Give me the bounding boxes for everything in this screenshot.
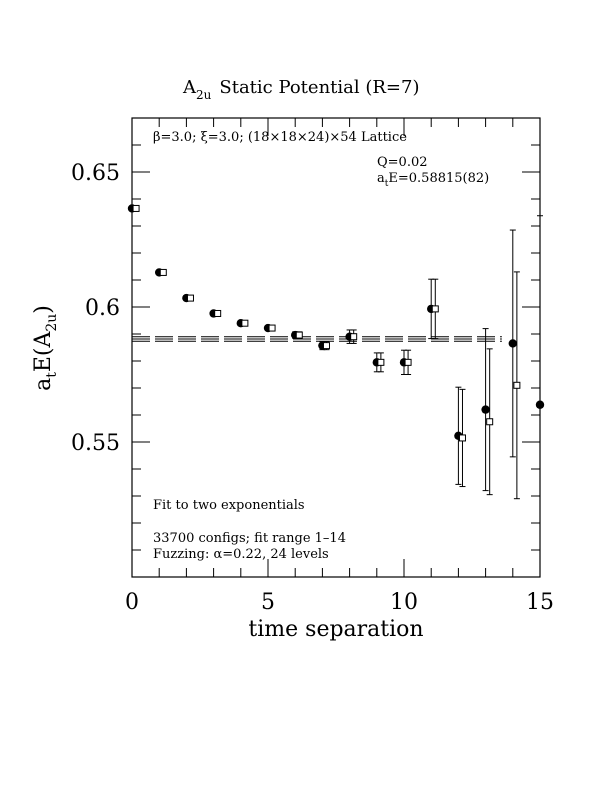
y-axis-title: atE(A2u)	[31, 305, 60, 391]
data-point-square	[295, 331, 303, 339]
data-point-square	[322, 342, 330, 350]
data-point-circle	[535, 400, 545, 409]
data-point-square	[241, 319, 249, 327]
x-tick-label: 5	[261, 590, 275, 615]
q-annotation: Q=0.02	[377, 155, 428, 170]
fuzzing-annotation: Fuzzing: α=0.22, 24 levels	[153, 547, 329, 562]
x-tick-label: 15	[526, 590, 554, 615]
y-tick-label: 0.65	[71, 161, 120, 186]
data-point-circle	[481, 405, 490, 414]
lattice-annotation: β=3.0; ξ=3.0; (18×18×24)×54 Lattice	[153, 130, 407, 145]
data-point-circle	[508, 339, 517, 348]
data-point-square	[486, 418, 494, 426]
data-point-square	[132, 204, 140, 212]
configs-annotation: 33700 configs; fit range 1–14	[153, 531, 346, 546]
data-point-square	[159, 268, 167, 276]
data-point-square	[513, 381, 521, 389]
data-point-square	[268, 324, 276, 332]
fit-value-annotation: atE=0.58815(82)	[377, 171, 489, 189]
data-point-square	[458, 434, 466, 442]
chart-title: A2u Static Potential (R=7)	[182, 77, 420, 102]
axis-ticks	[131, 117, 541, 578]
y-tick-label: 0.6	[85, 296, 120, 321]
data-point-square	[186, 294, 194, 302]
x-tick-label: 10	[390, 590, 418, 615]
data-point-square	[214, 309, 222, 317]
data-point-square	[377, 358, 385, 366]
data-point-square	[431, 305, 439, 313]
tick-labels: 0 5 10 15 0.55 0.6 0.65	[71, 161, 554, 615]
fit-method-annotation: Fit to two exponentials	[153, 498, 305, 513]
fit-band	[132, 336, 502, 342]
data-series	[127, 204, 545, 577]
data-point-square	[350, 333, 358, 341]
data-point-square	[404, 358, 412, 366]
x-axis-title: time separation	[248, 617, 423, 642]
x-tick-label: 0	[125, 590, 139, 615]
y-tick-label: 0.55	[71, 431, 120, 456]
